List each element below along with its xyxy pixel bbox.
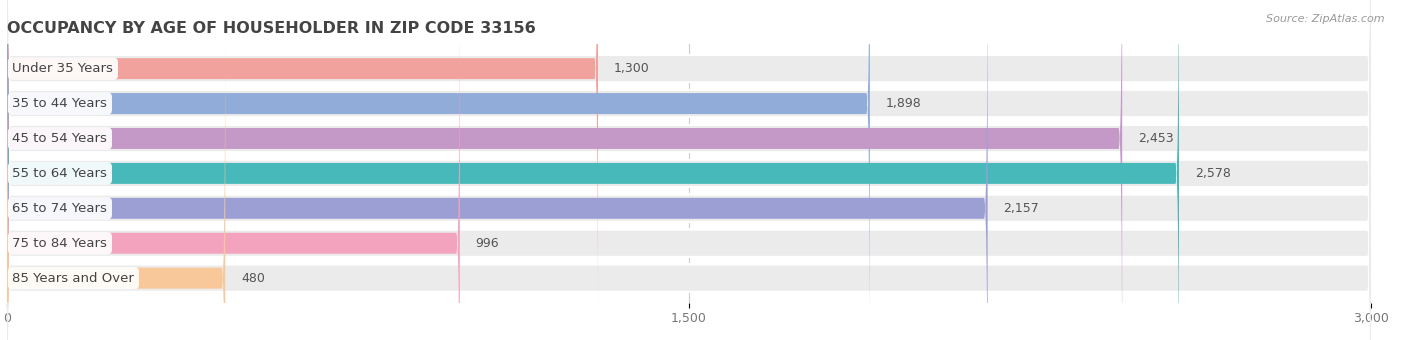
FancyBboxPatch shape <box>7 0 1371 340</box>
Bar <box>7 193 1371 223</box>
Text: 996: 996 <box>475 237 499 250</box>
Bar <box>7 54 1371 84</box>
FancyBboxPatch shape <box>7 0 1371 340</box>
Text: 65 to 74 Years: 65 to 74 Years <box>13 202 107 215</box>
Text: 2,157: 2,157 <box>1004 202 1039 215</box>
FancyBboxPatch shape <box>7 0 460 340</box>
FancyBboxPatch shape <box>7 11 1371 340</box>
Text: 480: 480 <box>242 272 264 285</box>
Text: 85 Years and Over: 85 Years and Over <box>13 272 135 285</box>
Text: 1,300: 1,300 <box>614 62 650 75</box>
FancyBboxPatch shape <box>7 0 1180 340</box>
FancyBboxPatch shape <box>7 9 225 340</box>
Text: 2,453: 2,453 <box>1137 132 1174 145</box>
Bar <box>7 89 1371 118</box>
Text: 55 to 64 Years: 55 to 64 Years <box>13 167 107 180</box>
FancyBboxPatch shape <box>7 0 870 340</box>
Bar <box>7 228 1371 258</box>
Text: OCCUPANCY BY AGE OF HOUSEHOLDER IN ZIP CODE 33156: OCCUPANCY BY AGE OF HOUSEHOLDER IN ZIP C… <box>7 21 536 36</box>
FancyBboxPatch shape <box>7 0 1371 340</box>
FancyBboxPatch shape <box>7 0 1371 340</box>
Text: 35 to 44 Years: 35 to 44 Years <box>13 97 107 110</box>
Bar <box>7 158 1371 188</box>
FancyBboxPatch shape <box>7 0 1371 340</box>
Bar <box>7 124 1371 153</box>
Text: Under 35 Years: Under 35 Years <box>13 62 114 75</box>
Text: 75 to 84 Years: 75 to 84 Years <box>13 237 107 250</box>
FancyBboxPatch shape <box>7 0 987 340</box>
FancyBboxPatch shape <box>7 0 1371 336</box>
FancyBboxPatch shape <box>7 0 1122 340</box>
Bar <box>7 263 1371 293</box>
Text: 1,898: 1,898 <box>886 97 921 110</box>
Text: Source: ZipAtlas.com: Source: ZipAtlas.com <box>1267 14 1385 23</box>
FancyBboxPatch shape <box>7 0 598 338</box>
Text: 45 to 54 Years: 45 to 54 Years <box>13 132 107 145</box>
Text: 2,578: 2,578 <box>1195 167 1230 180</box>
